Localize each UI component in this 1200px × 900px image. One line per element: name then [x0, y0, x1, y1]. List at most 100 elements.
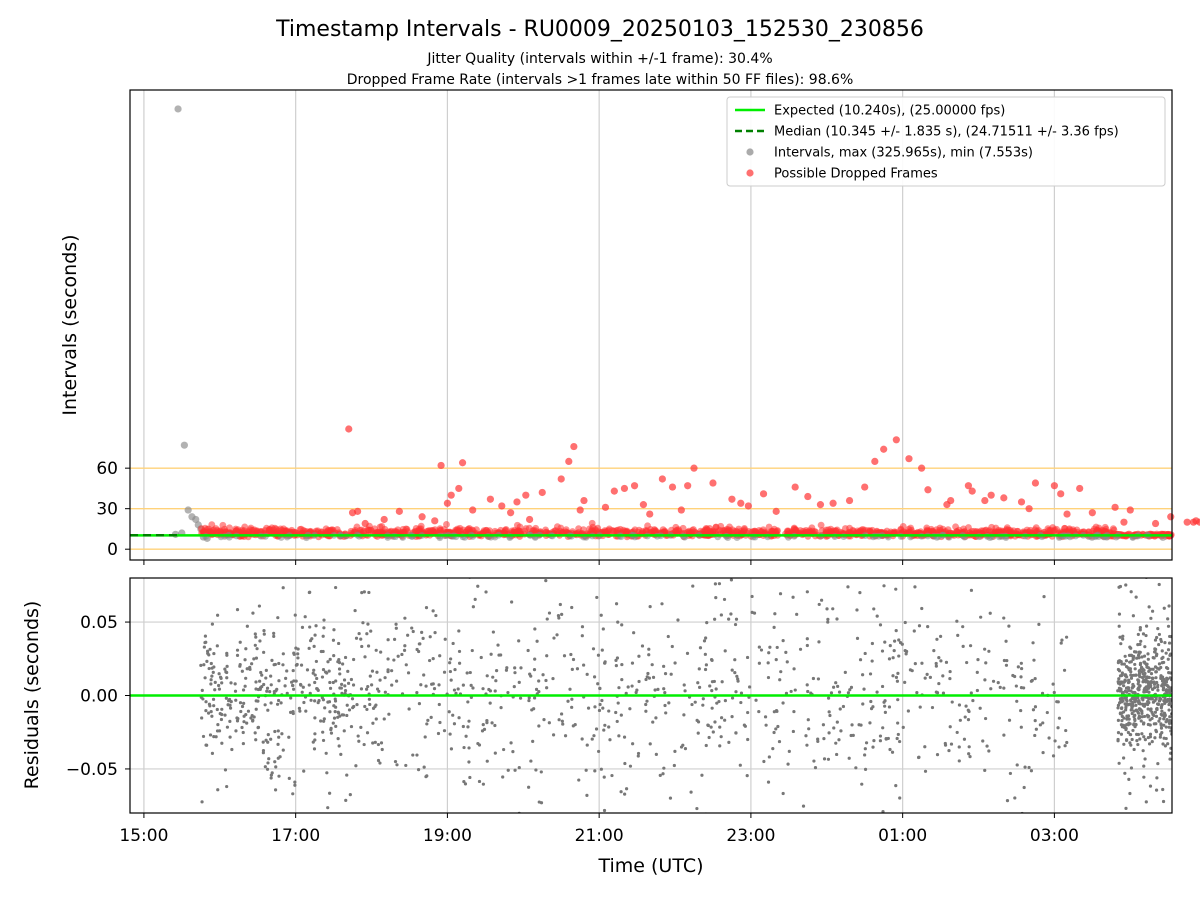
dropped-frame-point [1111, 503, 1119, 511]
residual-point [377, 689, 381, 693]
residual-point [1155, 680, 1159, 685]
residual-point [592, 675, 597, 679]
residual-point [410, 626, 414, 630]
residual-point [228, 719, 232, 724]
residual-point [254, 635, 258, 639]
residual-point [1116, 661, 1120, 665]
residual-point [602, 775, 606, 779]
residuals-panel: 0.05 0.00 −0.05 15:00 17:00 19:00 21:00 23:00 01… [66, 577, 1173, 846]
residual-point [305, 668, 310, 672]
residual-point [302, 769, 306, 773]
residual-point [569, 652, 573, 657]
residual-point [710, 706, 714, 710]
residual-point [792, 709, 796, 714]
residual-point [537, 800, 541, 804]
residual-point [1133, 696, 1138, 700]
dropped-frame-point [1003, 526, 1010, 533]
residual-point [1157, 699, 1162, 703]
dropped-frame-point [1076, 484, 1084, 493]
residual-point [376, 758, 381, 763]
residual-point [392, 658, 396, 662]
residual-point [1148, 784, 1153, 788]
residual-point [979, 615, 983, 619]
dropped-frame-point [924, 486, 932, 494]
residual-point [757, 709, 761, 714]
dropped-frame-point [702, 525, 710, 532]
residual-point [608, 738, 612, 742]
residual-point [325, 671, 329, 675]
residual-point [1117, 585, 1121, 589]
dropped-frame-point [226, 524, 233, 532]
residual-point [822, 757, 827, 761]
residual-point [1016, 665, 1020, 669]
residual-point [366, 622, 370, 626]
residual-point [781, 791, 785, 796]
residual-point [206, 711, 211, 715]
dropped-frame-point [1025, 505, 1033, 513]
residual-point [735, 674, 739, 678]
residual-point [275, 702, 280, 706]
residual-point [580, 634, 584, 638]
residual-point [467, 760, 471, 764]
residual-point [846, 691, 851, 695]
residual-point [519, 666, 523, 670]
residual-point [527, 785, 531, 789]
residual-point [647, 653, 651, 657]
residual-point [827, 710, 831, 714]
residual-point [392, 637, 397, 642]
residual-point [332, 654, 336, 658]
residual-point [858, 591, 862, 595]
residual-point [1143, 738, 1147, 742]
residual-point [269, 683, 273, 687]
residual-point [1162, 717, 1166, 721]
residual-point [841, 704, 846, 709]
residual-point [1129, 590, 1133, 594]
residual-point [849, 685, 854, 689]
residual-point [462, 745, 466, 750]
residual-point [766, 675, 771, 680]
residual-point [1144, 633, 1148, 638]
residual-point [357, 631, 361, 636]
residual-point [1168, 751, 1172, 755]
residual-point [338, 714, 342, 718]
residual-point [988, 611, 992, 615]
residual-point [1041, 721, 1045, 725]
residual-point [948, 725, 952, 729]
residual-point [363, 655, 367, 659]
residual-point [1164, 720, 1168, 724]
residual-point [225, 725, 230, 729]
residual-point [984, 661, 988, 665]
residual-point [454, 691, 458, 695]
dropped-frame-point [380, 515, 388, 524]
residual-point [1136, 742, 1140, 747]
residual-point [983, 647, 987, 651]
residual-point [901, 725, 905, 729]
residual-point [316, 701, 320, 705]
residual-point [813, 766, 818, 770]
residual-point [212, 665, 216, 669]
residual-point [276, 729, 280, 733]
residual-point [706, 723, 710, 727]
residual-point [304, 709, 308, 713]
residual-point [923, 676, 927, 680]
residual-point [1117, 677, 1121, 681]
residual-point [210, 714, 214, 718]
residuals-y-tick-label: −0.05 [66, 760, 118, 780]
residual-point [789, 689, 793, 694]
residual-point [676, 618, 680, 622]
residual-point [371, 721, 375, 725]
residual-point [981, 739, 985, 743]
x-tick-label: 17:00 [271, 826, 320, 846]
residual-point [1136, 696, 1140, 700]
residual-point [1122, 742, 1126, 746]
residual-point [719, 735, 723, 739]
residual-point [1117, 612, 1122, 616]
residual-point [750, 594, 754, 599]
residual-point [784, 691, 789, 695]
residual-point [431, 682, 435, 686]
residual-point [386, 638, 390, 642]
residual-point [477, 743, 482, 747]
legend-marker-swatch [746, 148, 754, 156]
residual-point [345, 703, 349, 707]
residual-point [631, 742, 635, 746]
